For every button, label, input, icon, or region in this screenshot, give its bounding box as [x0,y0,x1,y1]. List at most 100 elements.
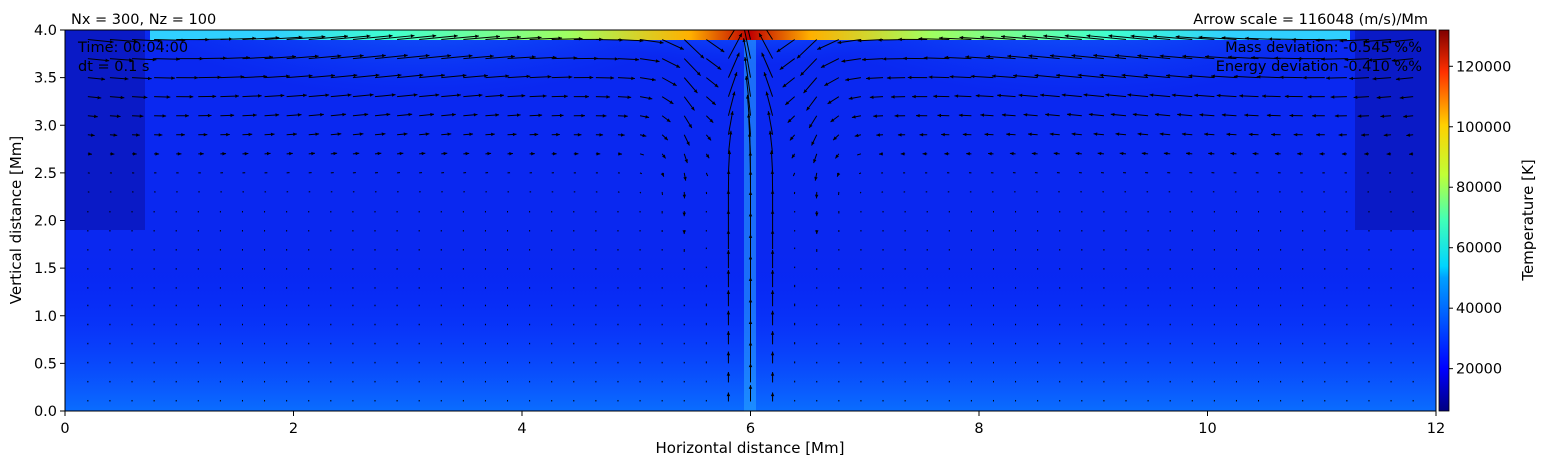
velocity-arrow-head [869,95,874,99]
velocity-arrow [1043,35,1082,41]
velocity-arrow [1321,58,1347,60]
velocity-arrow-head [1001,113,1006,117]
velocity-arrow-head [189,94,194,99]
velocity-arrow-head [682,194,687,199]
velocity-arrow [938,37,972,41]
velocity-arrow-head [308,74,313,78]
velocity-arrow-head [1018,93,1023,98]
velocity-arrow-head [1121,73,1126,78]
velocity-arrow [639,153,644,156]
velocity-arrow-head [776,48,781,53]
velocity-arrow [683,39,705,59]
annotation-time: Time: 00:04:00 [77,40,188,56]
velocity-arrow [507,75,531,79]
velocity-arrow-head [403,132,408,136]
velocity-arrow-head [152,57,157,62]
velocity-arrow-head [886,76,891,80]
velocity-arrow-head [1274,152,1279,156]
velocity-arrow [397,54,430,60]
velocity-arrow-head [785,101,790,105]
velocity-arrow [132,39,162,42]
velocity-arrow-head [1409,152,1413,156]
velocity-arrow [330,74,358,79]
velocity-arrow [330,55,364,60]
velocity-arrow-head [1292,37,1296,42]
velocity-arrow-head [430,112,435,117]
velocity-arrow-head [1256,75,1261,79]
velocity-arrow-head [1066,112,1071,117]
velocity-arrow-head [1205,55,1209,59]
velocity-arrow-head [878,152,883,156]
velocity-arrow-head [741,19,744,23]
velocity-arrow-head [88,152,92,156]
velocity-arrow [683,58,701,77]
velocity-arrow [1363,39,1392,43]
annotation-energy-deviation: Energy deviation -0.410 %% [1216,59,1422,75]
velocity-arrow-head [756,14,759,18]
velocity-arrow [1007,55,1038,60]
velocity-arrow-head [809,123,813,128]
velocity-arrow [776,39,795,53]
velocity-arrow [1093,54,1127,60]
velocity-arrow-head [714,83,719,88]
velocity-arrow-head [552,152,557,156]
colorbar-tick-label: 60000 [1456,241,1502,257]
velocity-arrow [1086,35,1127,41]
velocity-arrow-head [1031,151,1036,156]
velocity-arrow-head [824,82,829,86]
velocity-arrow-head [848,96,853,100]
velocity-arrow-head [726,331,731,335]
velocity-arrow-head [1244,113,1249,117]
y-tick-label: 1.0 [34,309,57,325]
velocity-arrow-head [526,74,531,79]
velocity-arrow [1233,75,1259,79]
velocity-arrow-head [353,73,358,78]
velocity-arrow-head [116,114,121,118]
velocity-arrow-head [500,93,504,98]
velocity-arrow-head [770,351,775,356]
velocity-arrow-head [923,56,928,60]
y-tick-label: 1.5 [34,261,57,277]
velocity-arrow-head [1188,74,1193,78]
velocity-arrow-head [447,54,452,58]
title-left: Nx = 300, Nz = 100 [71,12,216,28]
velocity-arrow-head [882,57,887,61]
velocity-arrow-head [862,57,866,62]
velocity-arrow [419,74,445,79]
velocity-arrow [705,172,709,177]
velocity-arrow-head [266,151,271,156]
velocity-arrow [397,74,424,79]
velocity-arrow [264,36,303,41]
velocity-arrow [286,75,313,79]
velocity-arrow-head [136,133,140,137]
velocity-arrow-head [1406,133,1411,137]
velocity-arrow-head [331,73,335,78]
velocity-arrow-head [916,113,920,118]
velocity-arrow-head [669,100,674,104]
velocity-arrow-head [315,132,320,136]
velocity-arrow [727,71,738,97]
colorbar-tick-label: 120000 [1456,59,1511,75]
velocity-arrow-head [734,72,738,77]
velocity-arrow-head [1153,34,1157,39]
velocity-arrow-head [813,159,817,164]
velocity-arrow-head [980,35,984,39]
velocity-arrow-head [399,151,404,156]
velocity-arrow-head [1268,37,1273,41]
velocity-arrow-head [1115,132,1120,136]
velocity-arrow-head [837,40,842,45]
velocity-arrow-head [1099,73,1104,78]
velocity-arrow-head [342,112,347,117]
velocity-arrow-head [688,123,692,128]
velocity-arrow [727,111,734,135]
velocity-arrow-head [491,132,495,137]
velocity-arrow-head [355,151,360,156]
velocity-arrow-head [337,132,342,136]
velocity-arrow [1198,36,1237,41]
velocity-arrow [352,35,393,41]
velocity-arrow-head [133,152,137,156]
velocity-arrow-head [381,132,386,136]
velocity-arrow-head [705,154,710,159]
velocity-arrow-head [185,114,189,118]
velocity-arrow [551,38,583,41]
